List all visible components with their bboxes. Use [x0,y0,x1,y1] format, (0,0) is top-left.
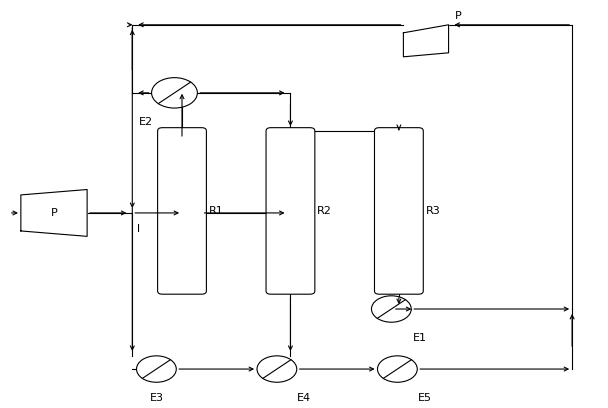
Text: R1: R1 [209,206,224,216]
Text: E3: E3 [150,393,164,403]
Circle shape [151,78,198,108]
Text: R3: R3 [426,206,440,216]
FancyBboxPatch shape [266,128,315,294]
Circle shape [137,356,176,382]
FancyBboxPatch shape [157,128,206,294]
Text: R2: R2 [317,206,332,216]
Text: E5: E5 [418,393,432,403]
Text: E4: E4 [297,393,311,403]
Circle shape [378,356,417,382]
Polygon shape [403,25,449,57]
Circle shape [371,296,411,322]
Text: P: P [455,11,461,21]
Circle shape [257,356,297,382]
FancyBboxPatch shape [375,128,423,294]
Text: E2: E2 [139,117,153,127]
Text: E1: E1 [413,333,427,343]
Text: P: P [50,208,57,218]
Text: l: l [137,224,140,234]
Polygon shape [21,190,87,236]
